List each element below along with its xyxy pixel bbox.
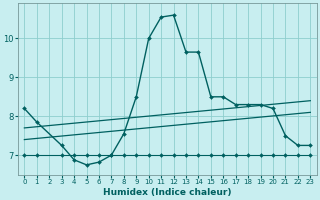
X-axis label: Humidex (Indice chaleur): Humidex (Indice chaleur): [103, 188, 232, 197]
